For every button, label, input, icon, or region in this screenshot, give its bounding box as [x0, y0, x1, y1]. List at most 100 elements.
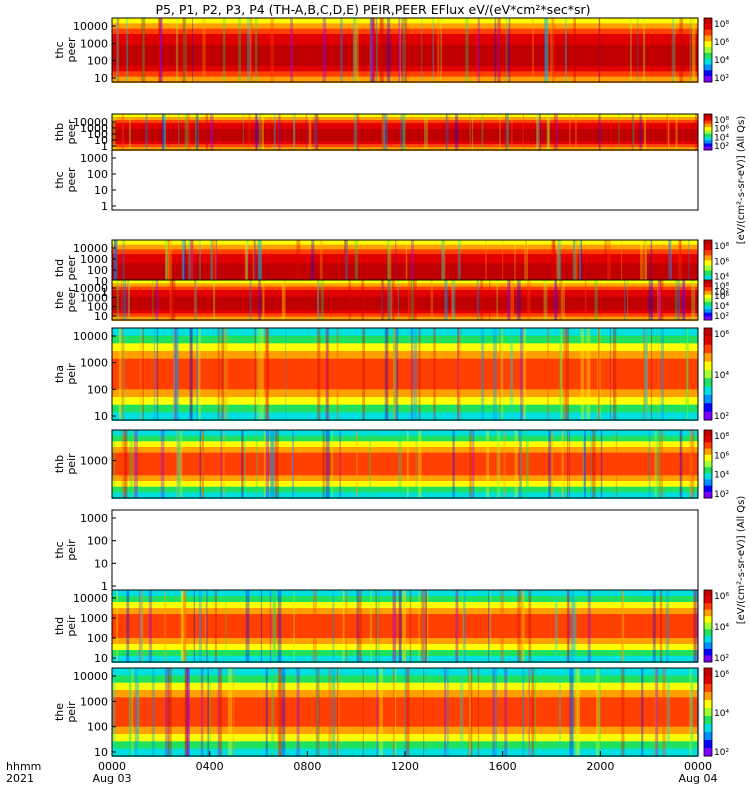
spectrogram-streak: [242, 430, 244, 498]
spectrogram-streak: [281, 668, 286, 756]
chart-title: P5, P1, P2, P3, P4 (TH-A,B,C,D,E) PEIR,P…: [155, 2, 590, 17]
spectrogram-streak: [260, 590, 263, 662]
panel-frame: [111, 589, 699, 663]
colorbar-tick-label: 10⁶: [714, 592, 729, 602]
spectrogram-streak: [480, 280, 484, 320]
colorbar-segment: [704, 309, 712, 314]
spectrogram-streak: [504, 668, 508, 756]
spectrogram-streak: [118, 328, 123, 420]
spectrogram-streak: [199, 430, 202, 498]
spectrogram-streak: [674, 18, 676, 82]
spectrogram-streak: [665, 590, 670, 662]
spectrogram-streak: [345, 240, 349, 296]
spectrogram-streak: [182, 18, 187, 82]
spectrogram-streak: [412, 280, 417, 320]
spectrogram-streak: [384, 114, 388, 150]
spectrogram-streak: [124, 430, 127, 498]
spectrogram-streak: [128, 114, 131, 150]
colorbar-tick-label: 10⁴: [714, 302, 729, 312]
colorbar-segment: [704, 41, 712, 48]
spectrogram-streak: [398, 590, 402, 662]
spectrogram-streak: [624, 280, 626, 320]
spectrogram-band: [112, 602, 698, 609]
spectrogram-streak: [659, 590, 663, 662]
spectrogram-streak: [192, 18, 194, 82]
spectrogram-band: [112, 726, 698, 735]
spectrogram-streak: [187, 668, 190, 756]
spectrogram-streak: [481, 114, 484, 150]
spectrogram-streak: [129, 430, 133, 498]
spectrogram-streak: [197, 328, 201, 420]
spectrogram-band: [112, 23, 698, 30]
spectrogram-band: [112, 120, 698, 124]
colorbar-frame: [703, 429, 713, 499]
spectrogram-streak: [133, 430, 135, 498]
spectrogram-band: [112, 254, 698, 260]
colorbar-segment: [704, 748, 712, 757]
spectrogram-streak: [315, 668, 320, 756]
spectrogram-band: [112, 435, 698, 443]
spectrogram-streak: [315, 114, 319, 150]
spectrogram-streak: [270, 430, 274, 498]
spectrogram-streak: [420, 590, 425, 662]
spectrogram-band: [112, 286, 698, 291]
y-tick-label: 100: [87, 383, 108, 396]
x-axis-label-hhmm: hhmm: [6, 760, 41, 773]
spectrogram-streak: [311, 240, 315, 296]
spectrogram-streak: [582, 430, 586, 498]
y-tick-label: 10000: [73, 242, 108, 255]
spectrogram-streak: [398, 430, 400, 498]
spectrogram-streak: [138, 590, 143, 662]
ion-units-label: [eV/(cm²-s-sr-eV)] (All Qs): [736, 496, 747, 625]
spectrogram-streak: [352, 18, 357, 82]
colorbar-frame: [703, 113, 713, 151]
spectrogram-band: [112, 293, 698, 298]
colorbar-segment: [704, 298, 712, 303]
panel-thd-peir: 10000 1000 100 10 thdpeir 10⁶ 10⁴ 10²: [53, 589, 729, 665]
spectrogram-streak: [222, 18, 226, 82]
spectrogram-streak: [319, 240, 323, 296]
spectrogram-streak: [339, 430, 342, 498]
spectrogram-streak: [320, 280, 324, 320]
spectrogram-streak: [243, 430, 246, 498]
spectrogram-streak: [519, 430, 522, 498]
colorbar-segment: [704, 305, 712, 310]
spectrogram-band: [112, 656, 698, 663]
spectrogram-streak: [353, 114, 358, 150]
spectrogram-streak: [637, 18, 639, 82]
spectrogram-streak: [248, 114, 251, 150]
colorbar-segment: [704, 70, 712, 77]
spectrogram-streak: [261, 114, 265, 150]
spectrogram-streak: [134, 668, 139, 756]
spectrogram-streak: [184, 114, 189, 150]
spectrogram-streak: [305, 114, 307, 150]
spectrogram-streak: [127, 280, 130, 320]
spectrogram-streak: [228, 668, 233, 756]
spectrogram-streak: [657, 280, 662, 320]
colorbar-segment: [704, 114, 712, 118]
spectrogram-streak: [570, 668, 574, 756]
spectrogram-streak: [254, 240, 256, 296]
spectrogram-streak: [528, 668, 530, 756]
spectrogram-band: [112, 60, 698, 67]
spectrogram-streak: [139, 328, 142, 420]
y-tick-label: 10000: [73, 592, 108, 605]
spectrogram-streak: [393, 328, 397, 420]
y-axis-label: thcpeer: [53, 167, 78, 193]
spectrogram-band: [112, 310, 698, 315]
spectrogram-streak: [457, 328, 459, 420]
spectrogram-streak: [642, 240, 647, 296]
x-tick-label: 0000: [684, 760, 712, 773]
spectrogram-streak: [405, 668, 410, 756]
panel-frame: [111, 429, 699, 499]
spectrogram-streak: [527, 668, 530, 756]
spectrogram-streak: [621, 590, 624, 662]
spectrogram-band: [112, 389, 698, 398]
spectrogram-streak: [678, 240, 682, 296]
spectrogram-streak: [563, 280, 565, 320]
spectrogram-streak: [430, 280, 434, 320]
spectrogram-band: [112, 644, 698, 651]
spectrogram-band: [112, 280, 698, 285]
colorbar-tick-label: 10²: [714, 74, 729, 84]
y-tick-label: 100: [87, 535, 108, 548]
